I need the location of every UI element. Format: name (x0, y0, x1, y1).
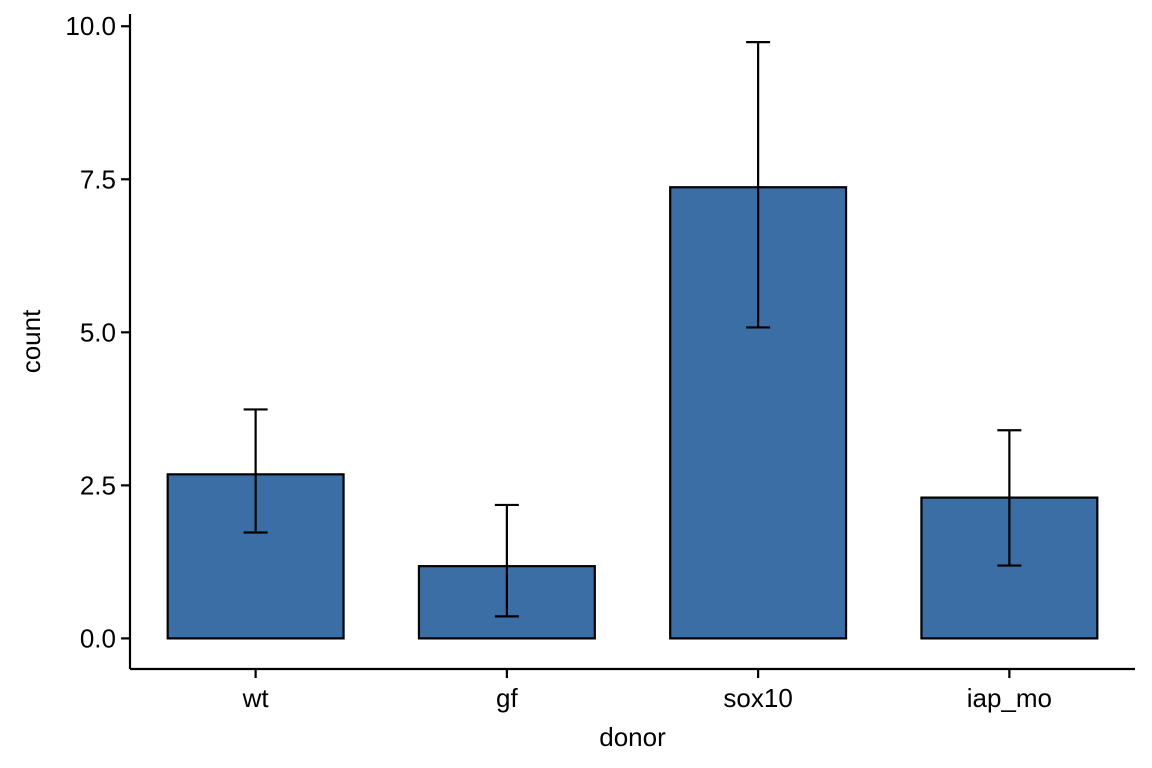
bars-layer (166, 186, 1099, 640)
y-ticks: 0.0 2.5 5.0 7.5 10.0 (65, 11, 130, 653)
x-tick-label: iap_mo (967, 683, 1052, 713)
y-tick-label: 7.5 (80, 164, 116, 194)
y-tick-label: 10.0 (65, 11, 116, 41)
x-ticks: wt gf sox10 iap_mo (242, 669, 1052, 713)
axes-layer (128, 14, 1135, 671)
error-bar-wt (243, 408, 268, 534)
y-tick-label: 2.5 (80, 470, 116, 500)
x-tick-label: wt (242, 683, 270, 713)
error-bar-gf (494, 503, 519, 618)
error-bar-sox10 (746, 41, 771, 329)
error-bar-iap_mo (997, 429, 1022, 567)
y-tick-label: 0.0 (80, 623, 116, 653)
x-tick-label: gf (496, 683, 518, 713)
y-axis-title: count (16, 309, 46, 373)
x-tick-label: sox10 (723, 683, 792, 713)
error-bars-layer (243, 41, 1022, 618)
y-tick-label: 5.0 (80, 317, 116, 347)
x-axis-title: donor (599, 722, 666, 752)
